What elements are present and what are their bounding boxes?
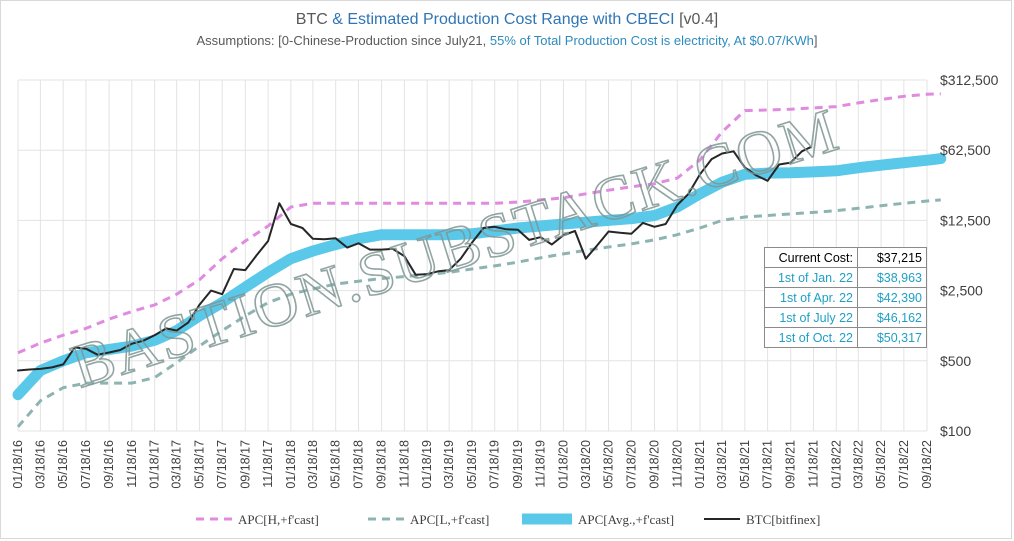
legend-label-0: APC[H,+f'cast] xyxy=(238,512,319,527)
x-tick-label-24: 01/18/20 xyxy=(556,440,570,489)
x-tick-label-8: 05/18/17 xyxy=(192,440,206,489)
y-tick-label-0: $100 xyxy=(940,423,971,439)
cost-row-0: Current Cost: $37,215 xyxy=(764,247,927,268)
legend-label-3: BTC[bitfinex] xyxy=(746,512,820,527)
cost-table: Current Cost: $37,215 1st of Jan. 22 $38,96… xyxy=(764,247,927,348)
x-tick-label-11: 11/18/17 xyxy=(261,440,275,488)
y-axis-ticks: $100 $500 $2,500 $12,500 $62,500 $312,500 xyxy=(940,72,999,439)
x-tick-label-4: 09/18/16 xyxy=(102,440,116,489)
x-tick-label-18: 01/18/19 xyxy=(420,440,434,489)
x-tick-label-16: 09/18/18 xyxy=(375,440,389,489)
x-tick-label-37: 03/18/22 xyxy=(851,440,865,489)
chart-title-part1: BTC xyxy=(295,11,333,28)
x-tick-label-25: 03/18/20 xyxy=(579,440,593,489)
cost-row-value: $46,162 xyxy=(857,307,927,328)
cost-row-label: Current Cost: xyxy=(764,247,858,268)
chart-subtitle-part3: ] xyxy=(813,33,818,48)
cost-row-value: $42,390 xyxy=(857,287,927,308)
title-block: BTC & Estimated Production Cost Range wi… xyxy=(0,10,1014,50)
x-tick-label-40: 09/18/22 xyxy=(920,440,934,489)
y-tick-label-5: $312,500 xyxy=(940,72,999,88)
x-tick-label-20: 05/18/19 xyxy=(465,440,479,489)
x-tick-label-31: 03/18/21 xyxy=(715,440,729,489)
chart-title-part2: & Estimated Production Cost Range with C… xyxy=(332,11,675,28)
chart-subtitle-part1: Assumptions: [0-Chinese-Production since… xyxy=(196,33,490,48)
cost-row-value: $50,317 xyxy=(857,327,927,348)
x-tick-label-32: 05/18/21 xyxy=(738,440,752,489)
x-tick-label-36: 01/18/22 xyxy=(829,440,843,489)
series-line-2 xyxy=(12,153,947,401)
y-tick-label-2: $2,500 xyxy=(940,283,983,299)
cost-row-label: 1st of July 22 xyxy=(764,307,858,328)
cost-row-label: 1st of Jan. 22 xyxy=(764,267,858,288)
legend-label-2: APC[Avg.,+f'cast] xyxy=(578,512,674,527)
x-tick-label-26: 05/18/20 xyxy=(602,440,616,489)
series-line-3 xyxy=(17,146,812,372)
x-tick-label-28: 09/18/20 xyxy=(647,440,661,489)
x-tick-label-33: 07/18/21 xyxy=(761,440,775,489)
cost-row-4: 1st of Oct. 22 $50,317 xyxy=(764,327,927,348)
x-tick-label-39: 07/18/22 xyxy=(897,440,911,489)
x-tick-label-17: 11/18/18 xyxy=(397,440,411,488)
grid xyxy=(17,79,928,432)
cost-row-label: 1st of Apr. 22 xyxy=(764,287,858,308)
cost-row-2: 1st of Apr. 22 $42,390 xyxy=(764,287,927,308)
x-tick-label-27: 07/18/20 xyxy=(624,440,638,489)
x-tick-label-38: 05/18/22 xyxy=(874,440,888,489)
chart-title-part3: [v0.4] xyxy=(674,11,719,28)
x-tick-label-22: 09/18/19 xyxy=(511,440,525,489)
y-tick-label-1: $500 xyxy=(940,353,971,369)
x-tick-label-23: 11/18/19 xyxy=(534,440,548,488)
x-tick-label-21: 07/18/19 xyxy=(488,440,502,489)
x-tick-label-15: 07/18/18 xyxy=(351,440,365,489)
x-tick-label-2: 05/18/16 xyxy=(56,440,70,489)
legend: APC[H,+f'cast] APC[L,+f'cast] APC[Avg.,+f'… xyxy=(196,512,820,527)
series-line-0 xyxy=(17,92,941,355)
x-tick-label-14: 05/18/18 xyxy=(329,440,343,489)
legend-label-1: APC[L,+f'cast] xyxy=(410,512,489,527)
x-tick-label-5: 11/18/16 xyxy=(125,440,139,488)
x-tick-label-0: 01/18/16 xyxy=(11,440,25,489)
y-tick-label-3: $12,500 xyxy=(940,212,991,228)
x-tick-label-6: 01/18/17 xyxy=(148,440,162,489)
cost-row-value: $38,963 xyxy=(857,267,927,288)
y-tick-label-4: $62,500 xyxy=(940,142,991,158)
chart-title: BTC & Estimated Production Cost Range wi… xyxy=(0,10,1014,30)
x-tick-label-7: 03/18/17 xyxy=(170,440,184,489)
x-tick-label-12: 01/18/18 xyxy=(284,440,298,489)
watermark: BASTION.SUBSTACK.COM xyxy=(64,96,847,401)
x-tick-label-34: 09/18/21 xyxy=(784,440,798,489)
cost-row-value: $37,215 xyxy=(857,247,927,268)
x-tick-label-29: 11/18/20 xyxy=(670,440,684,488)
x-tick-label-30: 01/18/21 xyxy=(693,440,707,489)
x-tick-label-3: 07/18/16 xyxy=(79,440,93,489)
x-axis-ticks: 01/18/16 03/18/16 05/18/16 07/18/16 09/18/16… xyxy=(11,440,934,489)
x-tick-label-35: 11/18/21 xyxy=(807,440,821,488)
cost-row-label: 1st of Oct. 22 xyxy=(764,327,858,348)
chart-subtitle: Assumptions: [0-Chinese-Production since… xyxy=(0,32,1014,50)
x-tick-label-1: 03/18/16 xyxy=(33,440,47,489)
cost-row-3: 1st of July 22 $46,162 xyxy=(764,307,927,328)
chart-subtitle-part2: 55% of Total Production Cost is electric… xyxy=(489,33,814,48)
x-tick-label-10: 09/18/17 xyxy=(238,440,252,489)
series-layer xyxy=(12,92,947,428)
series-line-1 xyxy=(16,198,941,428)
cost-row-1: 1st of Jan. 22 $38,963 xyxy=(764,267,927,288)
x-tick-label-13: 03/18/18 xyxy=(306,440,320,489)
x-tick-label-9: 07/18/17 xyxy=(215,440,229,489)
x-tick-label-19: 03/18/19 xyxy=(442,440,456,489)
